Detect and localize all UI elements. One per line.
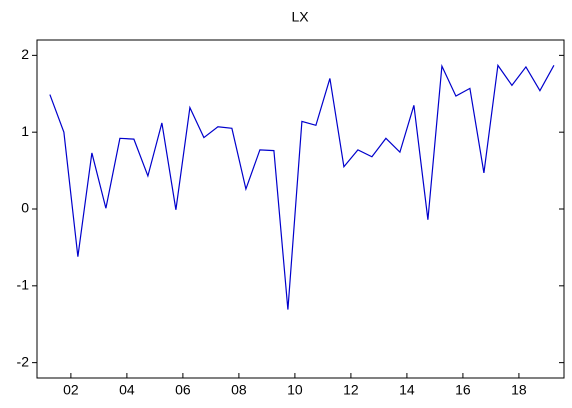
x-tick-label: 18 xyxy=(511,382,527,398)
plot-frame xyxy=(36,39,565,379)
x-tick-label: 02 xyxy=(63,382,79,398)
x-tick-label: 10 xyxy=(287,382,303,398)
x-tick-label: 08 xyxy=(231,382,247,398)
x-tick-label: 04 xyxy=(119,382,135,398)
y-tick-label: 1 xyxy=(21,123,29,139)
x-tick-label: 14 xyxy=(399,382,415,398)
y-tick-label: 0 xyxy=(21,200,29,216)
y-tick-label: -2 xyxy=(17,353,30,369)
x-tick-label: 06 xyxy=(175,382,191,398)
x-tick-label: 16 xyxy=(455,382,471,398)
y-tick-label: 2 xyxy=(21,46,29,62)
chart-title: LX xyxy=(291,9,309,25)
series-line xyxy=(49,63,555,310)
x-tick-label: 12 xyxy=(343,382,359,398)
y-tick-label: -1 xyxy=(17,277,30,293)
